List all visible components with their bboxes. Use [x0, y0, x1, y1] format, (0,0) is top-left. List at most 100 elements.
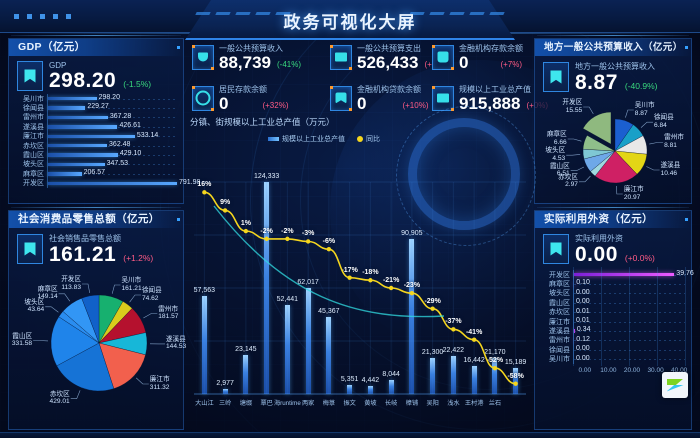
- bar-track: 0.00: [573, 288, 685, 299]
- legend-item-output[interactable]: 规模以上工业总产值: [268, 134, 345, 144]
- chart-bar[interactable]: [326, 316, 332, 394]
- chart-bar-value-label: 5,351: [340, 375, 359, 383]
- chart-bar[interactable]: [471, 365, 477, 394]
- chart-x-label: 长岐: [384, 400, 398, 407]
- chart-x-label: 兰石: [488, 400, 502, 407]
- bar-fill: [48, 181, 177, 185]
- cup-card-icon: [330, 44, 352, 70]
- bar-row-label: 赤坎区: [549, 309, 570, 317]
- pie-slice[interactable]: [50, 316, 100, 367]
- bar-row: 吴川市 298.20: [13, 94, 177, 104]
- panel-deco: [537, 35, 689, 36]
- bar-fill: [48, 134, 135, 138]
- kpi-label: 一般公共预算收入: [219, 44, 283, 53]
- bar-row: 遂溪县 0.34: [539, 326, 685, 336]
- bar-row: 遂溪县 426.61: [13, 122, 177, 132]
- bar-track: 791.98: [47, 178, 200, 188]
- header-marker-squares: [14, 14, 71, 19]
- legend-item-yoy[interactable]: 同比: [357, 134, 380, 144]
- bar-row: 徐闻县 0.00: [539, 345, 685, 355]
- retail-pie-chart: 吴川市 161.21 徐闻县 74.62 雷州市 181.57 遂溪县 144.53 廉江市 31…: [9, 255, 186, 431]
- chart-line-value-label: -23%: [403, 282, 421, 290]
- chart-x-label: 梅菉: [322, 400, 336, 407]
- pie-slice-label: 徐闻县 74.62: [141, 286, 162, 302]
- pie-slices: [566, 106, 664, 195]
- kpi-delta: (+7%): [500, 60, 523, 69]
- gdp-metric-label: GDP: [49, 61, 67, 70]
- gdp-panel: GDP（亿元） GDP 298.20 (-1.5%) 吴川市 298.20 徐闻县 2…: [8, 35, 200, 204]
- center-chart-plot: 57,563 大山江 2,977 三岭 23,145 塘缀 124,333 覃巴 52,441 海…: [194, 146, 527, 416]
- bar-value-label: 229.27: [87, 103, 109, 111]
- pie-slice-label: 吴川市 8.87: [634, 101, 655, 117]
- chart-bar[interactable]: [409, 239, 415, 394]
- legend-dot-swatch: [357, 136, 363, 142]
- chart-bar[interactable]: [367, 386, 373, 394]
- kpi-card-resident-deposits[interactable]: 居民存款余额 0 (+32%): [192, 84, 288, 112]
- chart-line-value-label: -58%: [507, 372, 524, 380]
- chart-bar[interactable]: [201, 295, 207, 394]
- bar-row: 坡头区 0.00: [539, 288, 685, 299]
- chart-bar[interactable]: [430, 357, 436, 394]
- gdp-metric: GDP 298.20 (-1.5%): [9, 56, 183, 91]
- bar-track: 362.48: [47, 140, 177, 151]
- local-budget-metric-value: 8.87: [575, 71, 618, 94]
- chart-bar[interactable]: [305, 288, 311, 394]
- chart-bar[interactable]: [284, 304, 290, 394]
- kpi-label: 居民存款余额: [219, 85, 267, 94]
- bar-row-label: 麻章区: [23, 170, 44, 178]
- center-combo-chart: 分镇、街规模以上工业总产值（万元） 规模以上工业总产值 同比 57,563 大山江…: [190, 116, 530, 434]
- pie-leader-line: [646, 166, 660, 171]
- kpi-value: 0: [459, 53, 469, 72]
- chart-bar[interactable]: [450, 355, 456, 394]
- bar-track: 347.53: [47, 159, 177, 170]
- kpi-card-general-budget-revenue[interactable]: 一般公共预算收入 88,739 (-41%): [192, 43, 301, 71]
- bar-track: 429.10: [47, 150, 177, 160]
- chart-x-label: 海runtime: [273, 400, 301, 407]
- bar-track: 229.27: [47, 103, 177, 113]
- kpi-card-financial-deposits[interactable]: 金融机构存款余额 0 (+7%): [432, 43, 523, 71]
- chart-bar[interactable]: [264, 182, 270, 394]
- bar-row-label: 坡头区: [549, 290, 570, 298]
- pie-slice-label: 坡头区 4.53: [545, 147, 566, 162]
- chart-x-label: 樟铺: [405, 400, 419, 407]
- pie-leader-line: [111, 284, 121, 294]
- pie-slice[interactable]: [594, 150, 638, 184]
- chart-bar-value-label: 124,333: [253, 173, 280, 180]
- pie-slices: [33, 283, 165, 399]
- bar-row: 赤坎区 0.01: [539, 307, 685, 317]
- bag-icon: [432, 44, 454, 70]
- bar-track: 298.20: [47, 94, 177, 104]
- bar-row-label: 赤坎区: [23, 142, 44, 150]
- retail-metric-delta: (+1.2%): [123, 253, 154, 263]
- pie-slice[interactable]: [98, 342, 146, 389]
- pie-leader-line: [70, 390, 81, 399]
- bar-row: 吴川市 0.00: [539, 354, 685, 364]
- pie-slice-label: 雷州市 8.81: [664, 134, 684, 150]
- chart-bar[interactable]: [222, 388, 228, 394]
- header-underline: [0, 33, 700, 34]
- legend-bar-swatch: [268, 137, 279, 141]
- bar-track: 533.14: [47, 131, 177, 141]
- app-launcher-icon[interactable]: [662, 372, 688, 398]
- kpi-card-financial-loans[interactable]: 金融机构贷款余额 0 (+10%): [330, 84, 428, 112]
- chart-bar[interactable]: [243, 354, 249, 394]
- chart-bar-value-label: 15,189: [504, 359, 527, 367]
- x-tick-label: 20.00: [623, 366, 641, 374]
- chart-bar[interactable]: [347, 384, 353, 394]
- chart-bar-value-label: 62,017: [297, 279, 319, 287]
- bar-track: 0.01: [573, 307, 685, 317]
- kpi-card-general-budget-expense[interactable]: 一般公共预算支出 526,433 (+4%): [330, 43, 446, 71]
- pie-slice[interactable]: [582, 135, 616, 152]
- bar-track: 39.76: [573, 270, 694, 280]
- bar-value-label: 533.14: [136, 131, 159, 139]
- pie-slice[interactable]: [81, 294, 100, 344]
- bar-track: 426.61: [47, 122, 177, 132]
- header-band: [0, 0, 700, 33]
- retail-panel-title: 社会消费品零售总额（亿元）: [9, 211, 183, 228]
- pie-slice[interactable]: [582, 111, 612, 145]
- chart-bar[interactable]: [388, 380, 394, 394]
- chart-line-value-label: -52%: [486, 357, 504, 365]
- pie-slice[interactable]: [56, 342, 115, 392]
- page-title: 政务可视化大屏: [283, 13, 417, 32]
- header-dots-left: [195, 12, 291, 15]
